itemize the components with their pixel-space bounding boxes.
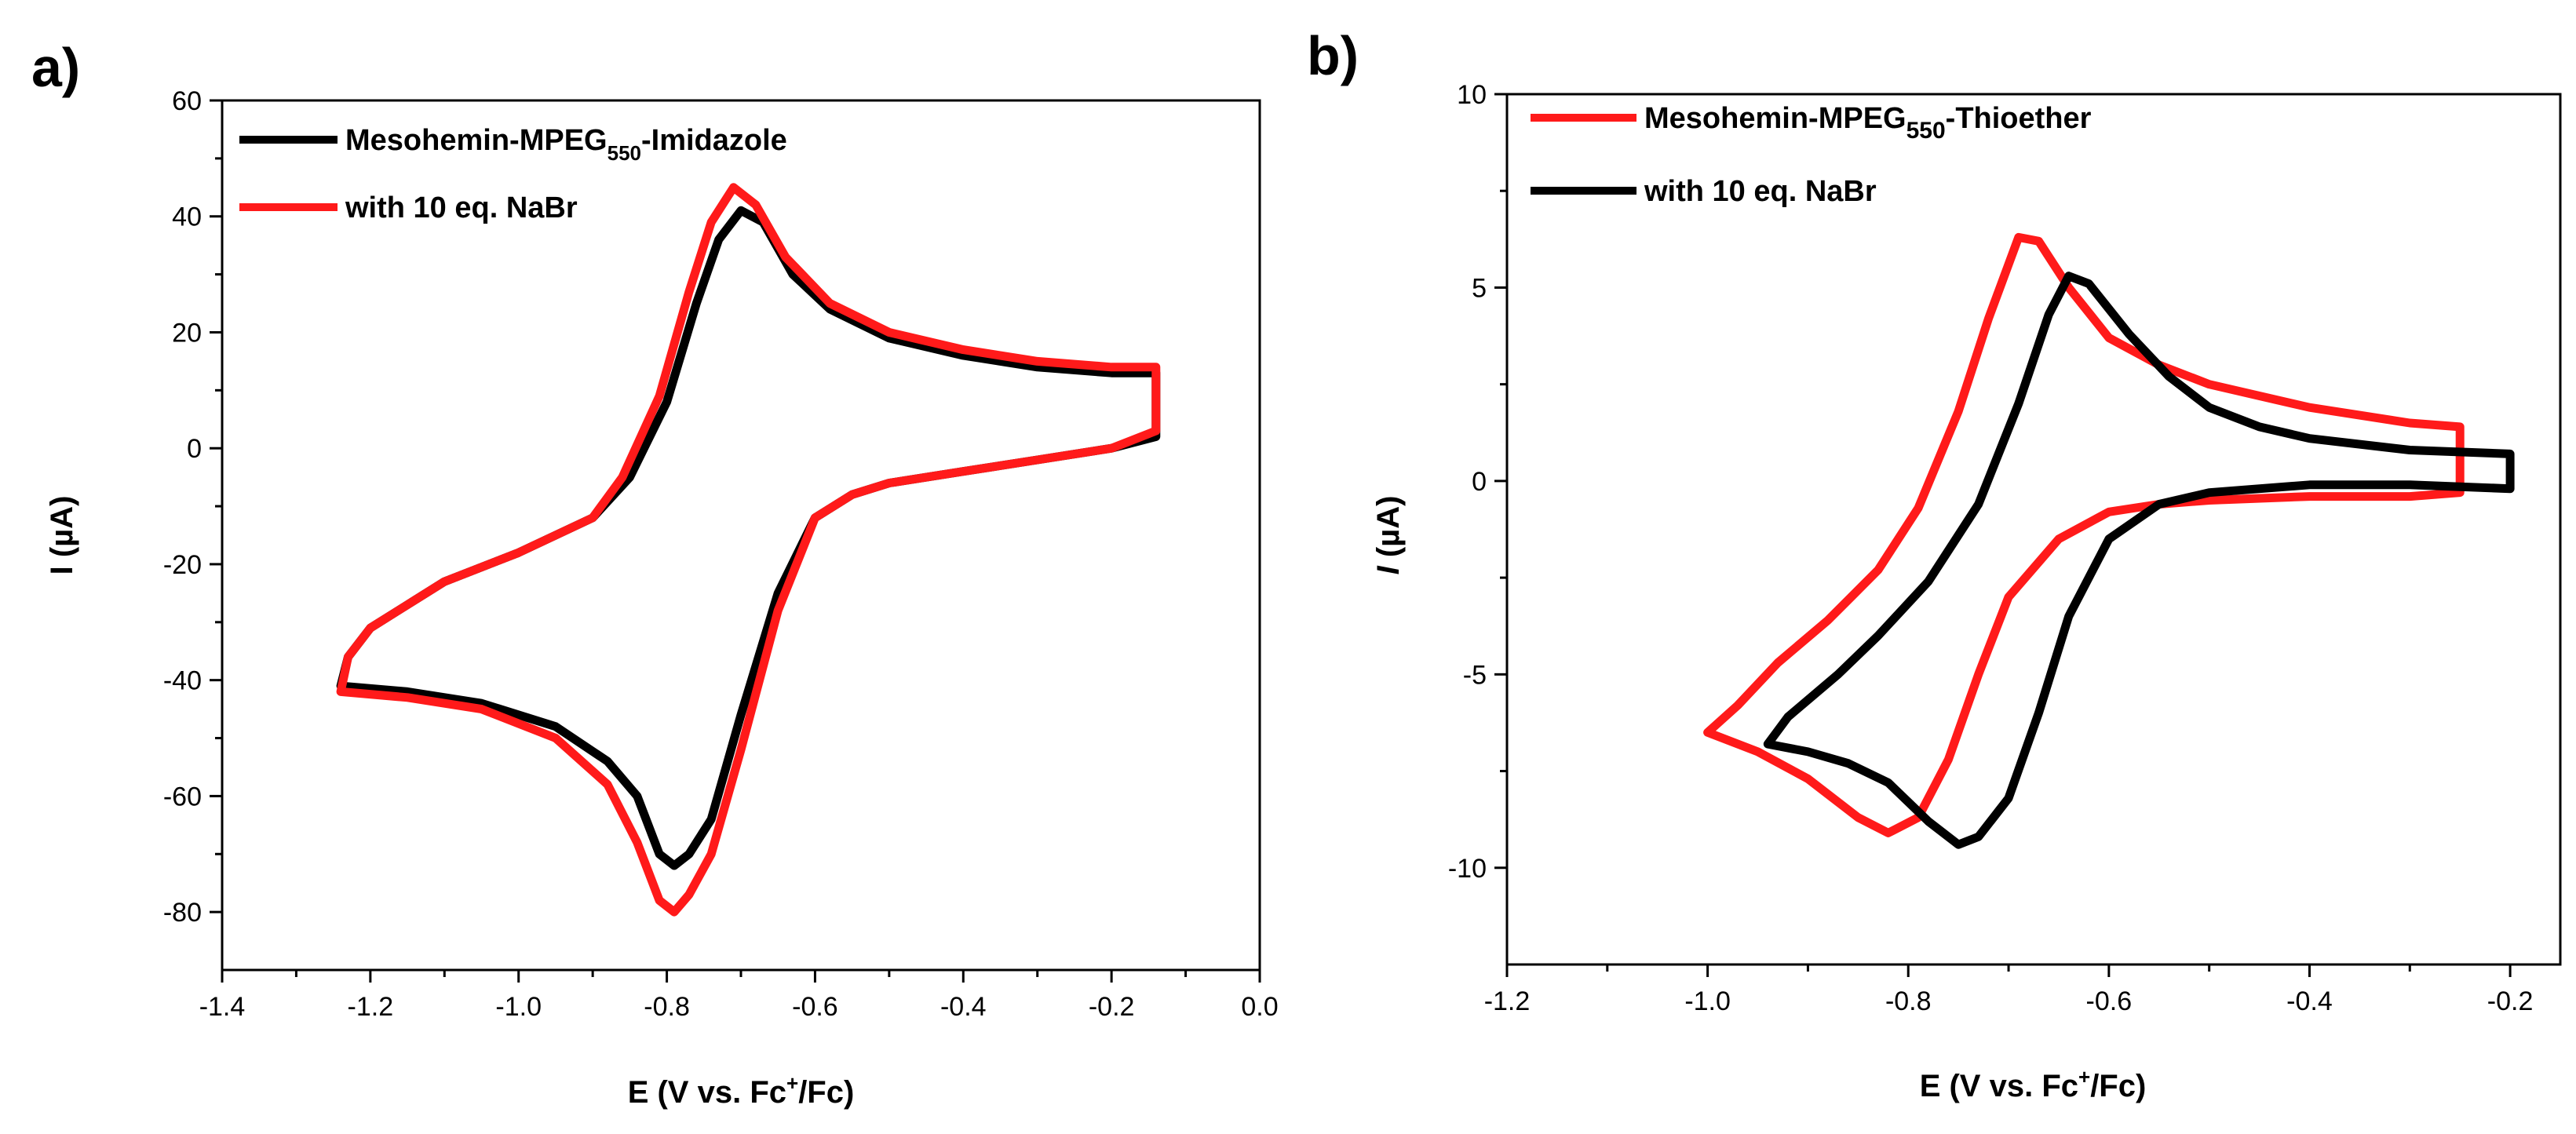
panel-b-y-ticks: 10 5 0 -5 -10 — [1448, 80, 1507, 884]
x-tick-label: -1.2 — [348, 992, 394, 1022]
panel-b-plot-frame — [1505, 93, 2562, 966]
panel-b-label: b) — [1307, 25, 1359, 86]
y-tick-label: 10 — [1457, 80, 1487, 110]
x-tick-label: -1.2 — [1484, 986, 1531, 1016]
panel-a-plot-frame — [221, 99, 1261, 972]
series-curve-nabr — [1763, 272, 2515, 849]
series-curve-imidazole — [336, 206, 1161, 870]
panel-b: b) -1.2 -1.0 -0.8 -0.6 -0.4 -0.2 10 5 0 -5 -10 E … — [1307, 25, 2562, 1103]
panel-b-x-ticks: -1.2 -1.0 -0.8 -0.6 -0.4 -0.2 — [1484, 964, 2534, 1016]
y-tick-label: 5 — [1472, 273, 1487, 303]
y-tick-label: -10 — [1448, 854, 1487, 884]
x-tick-label: -0.8 — [644, 992, 690, 1022]
panel-a-curves — [336, 183, 1161, 917]
x-tick-label: -0.8 — [1885, 986, 1932, 1016]
x-tick-label: -1.4 — [199, 992, 246, 1022]
panel-a-x-axis-label: E (V vs. Fc+/Fc) — [628, 1071, 855, 1110]
y-tick-label: 60 — [172, 86, 202, 116]
y-tick-label: -80 — [163, 898, 202, 928]
x-tick-label: -1.0 — [1684, 986, 1731, 1016]
series-curve-thioether — [1703, 232, 2465, 837]
x-tick-label: -0.2 — [2487, 986, 2534, 1016]
x-tick-label: -0.6 — [792, 992, 838, 1022]
y-tick-label: -20 — [163, 550, 202, 580]
y-tick-label: 0 — [187, 434, 202, 464]
legend-label-thioether: Mesohemin-MPEG550-Thioether — [1644, 102, 2092, 144]
y-tick-label: 40 — [172, 202, 202, 232]
x-tick-label: -0.6 — [2086, 986, 2133, 1016]
panel-a-y-ticks: 60 40 20 0 -20 -40 -60 -80 — [163, 86, 222, 928]
panel-a-y-axis-label: I (µA) — [45, 496, 79, 575]
panel-b-curves — [1703, 232, 2515, 849]
x-tick-label: -0.4 — [940, 992, 987, 1022]
y-tick-label: -40 — [163, 666, 202, 696]
x-tick-label: -1.0 — [495, 992, 542, 1022]
panel-b-legend: Mesohemin-MPEG550-Thioether with 10 eq. … — [1531, 102, 2092, 208]
x-tick-label: -0.2 — [1089, 992, 1135, 1022]
panel-a: a) -1.4 -1.2 -1.0 -0.8 -0.6 -0.4 -0.2 0.0 60 40 2… — [31, 37, 1279, 1110]
y-tick-label: 20 — [172, 318, 202, 348]
panel-a-x-ticks: -1.4 -1.2 -1.0 -0.8 -0.6 -0.4 -0.2 0.0 — [199, 970, 1279, 1022]
panel-a-legend: Mesohemin-MPEG550-Imidazole with 10 eq. … — [239, 124, 787, 224]
y-tick-label: 0 — [1472, 467, 1487, 497]
series-curve-nabr — [336, 183, 1161, 917]
legend-label-nabr: with 10 eq. NaBr — [345, 191, 578, 224]
x-tick-label: -0.4 — [2286, 986, 2333, 1016]
y-tick-label: -5 — [1463, 660, 1487, 690]
legend-label-imidazole: Mesohemin-MPEG550-Imidazole — [345, 124, 787, 165]
panel-a-label: a) — [31, 37, 80, 98]
y-tick-label: -60 — [163, 782, 202, 811]
panel-b-y-axis-label: I (µA) — [1371, 496, 1406, 575]
x-tick-label: 0.0 — [1241, 992, 1278, 1022]
legend-label-nabr-b: with 10 eq. NaBr — [1644, 175, 1877, 208]
panel-b-x-axis-label: E (V vs. Fc+/Fc) — [1920, 1065, 2147, 1103]
